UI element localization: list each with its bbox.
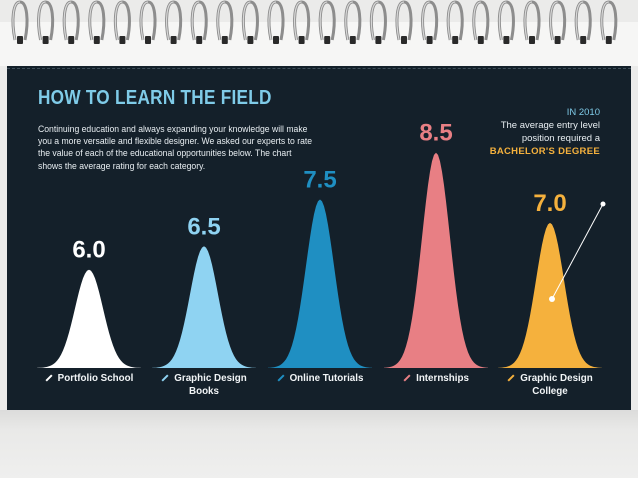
- spiral-ring: [88, 0, 106, 44]
- category-label-line: Internships: [416, 373, 469, 384]
- spiral-ring: [11, 0, 29, 44]
- spiral-ring: [62, 0, 80, 44]
- spiral-ring: [472, 0, 490, 44]
- intro-text: Continuing education and always expandin…: [38, 123, 313, 171]
- bell-curve: [152, 246, 256, 368]
- spiral-ring: [497, 0, 515, 44]
- spiral-ring: [549, 0, 567, 44]
- pencil-icon: [403, 374, 411, 382]
- category-label-line: Online Tutorials: [289, 373, 364, 384]
- category-label: Graphic Design College: [495, 372, 605, 398]
- category-label-line: Graphic Design: [520, 373, 593, 384]
- ratings-chart: 6.0 6.5 7.5 8.5 7.0: [37, 120, 606, 368]
- spiral-ring: [267, 0, 285, 44]
- value-label: 6.5: [187, 213, 220, 240]
- infographic-title: HOW TO LEARN THE FIELD: [38, 87, 272, 109]
- spiral-ring: [293, 0, 311, 44]
- bell-curve: [498, 222, 602, 368]
- connector-dot: [549, 296, 555, 302]
- spiral-ring: [523, 0, 541, 44]
- value-label: 7.5: [303, 167, 336, 194]
- spiral-ring: [139, 0, 157, 44]
- connector-dot: [600, 201, 606, 207]
- note-line-1: The average entry level: [500, 120, 600, 131]
- category-label: Graphic Design Books: [149, 372, 259, 398]
- spiral-ring: [369, 0, 387, 44]
- spiral-ring: [241, 0, 259, 44]
- note-degree: BACHELOR'S DEGREE: [489, 146, 600, 157]
- bell-curve: [37, 269, 141, 368]
- note-year: IN 2010: [566, 107, 600, 118]
- pencil-icon: [161, 374, 169, 382]
- spiral-binding: [11, 0, 618, 44]
- bell-curve: [384, 152, 488, 368]
- value-label: 8.5: [419, 120, 452, 147]
- spiral-ring: [318, 0, 336, 44]
- pencil-icon: [277, 374, 285, 382]
- value-label: 6.0: [72, 237, 105, 264]
- spiral-ring: [165, 0, 183, 44]
- spiral-ring: [395, 0, 413, 44]
- spiral-ring: [446, 0, 464, 44]
- pencil-icon: [507, 374, 515, 382]
- category-label: Online Tutorials: [265, 372, 375, 385]
- category-label-line: College: [532, 386, 568, 397]
- bell-curve: [268, 199, 372, 368]
- spiral-ring: [216, 0, 234, 44]
- spiral-ring: [600, 0, 618, 44]
- spiral-ring: [574, 0, 592, 44]
- degree-note: IN 2010 The average entry level position…: [490, 106, 600, 158]
- spiral-ring: [113, 0, 131, 44]
- spiral-ring: [190, 0, 208, 44]
- next-page: [0, 410, 638, 478]
- value-label: 7.0: [533, 190, 566, 217]
- category-label-line: Books: [189, 386, 219, 397]
- pencil-icon: [45, 374, 53, 382]
- category-label-line: Graphic Design: [174, 373, 247, 384]
- category-label: Internships: [381, 372, 491, 385]
- spiral-ring: [37, 0, 55, 44]
- spiral-ring: [344, 0, 362, 44]
- category-label: Portfolio School: [34, 372, 144, 385]
- note-connector: [551, 203, 604, 300]
- note-line-2: position required a: [521, 133, 600, 144]
- category-label-line: Portfolio School: [57, 373, 134, 384]
- spiral-ring: [421, 0, 439, 44]
- infographic-panel: HOW TO LEARN THE FIELD Continuing educat…: [7, 66, 631, 410]
